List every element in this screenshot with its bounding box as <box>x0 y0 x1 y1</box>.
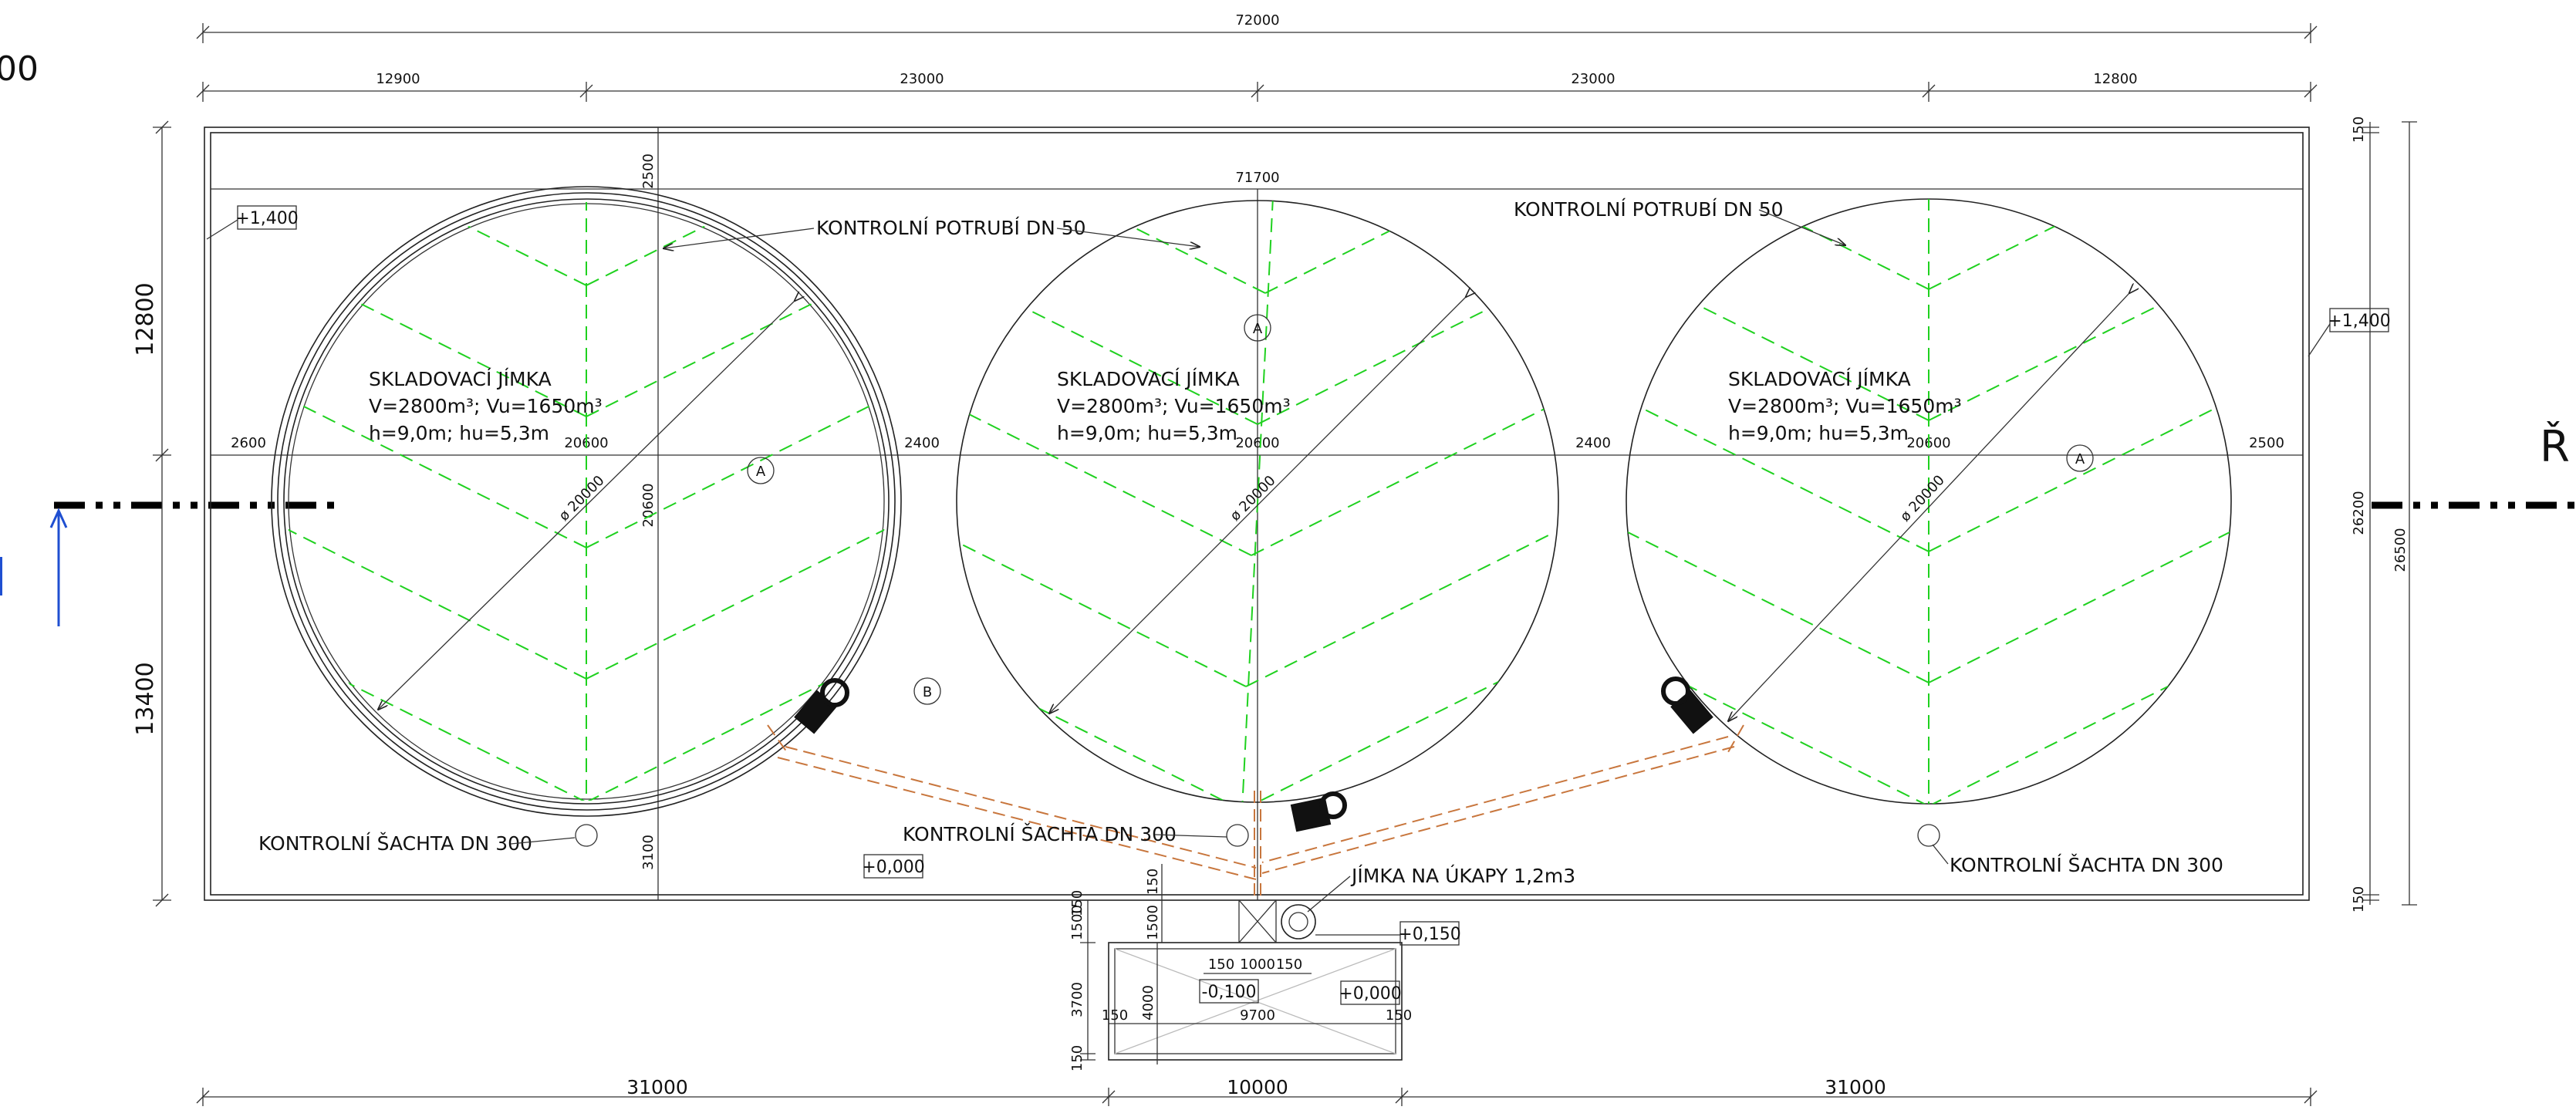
annotation-control-pipe-1: KONTROLNÍ POTRUBÍ DN 50 <box>816 217 1086 239</box>
annotation-control-pipe-2: KONTROLNÍ POTRUBÍ DN 50 <box>1514 198 1784 221</box>
level-marker-middle: +0,000 <box>862 854 925 879</box>
dim-right-mid: 26200 <box>2351 491 2367 535</box>
dim-row-left: 2600 <box>231 435 266 451</box>
level-left-text: +1,400 <box>235 209 298 228</box>
drain-pipes <box>767 724 1744 899</box>
dim-left-upper: 12800 <box>132 282 159 356</box>
dim-right-total: 26500 <box>2392 528 2409 572</box>
dim-overall-top: 72000 <box>196 12 2318 43</box>
sump-dim-inner-side-2: 150 <box>1386 1007 1412 1024</box>
tank-1-height: h=9,0m; hu=5,3m <box>369 422 549 444</box>
tank-2-height: h=9,0m; hu=5,3m <box>1057 422 1237 444</box>
dim-row-d2: 20600 <box>1235 435 1279 451</box>
dim-overall-top-text: 72000 <box>1235 12 1279 29</box>
annotation-drip-sump: JÍMKA NA ÚKAPY 1,2m3 <box>1350 864 1575 887</box>
level-sump-right: +0,000 <box>1339 984 1401 1004</box>
dim-top-seg-1: 12900 <box>376 71 420 87</box>
tank-2-name: SKLADOVACÍ JÍMKA <box>1057 368 1240 390</box>
storage-tank-1: ø 20000 SKLADOVACÍ JÍMKA V=2800m³; Vu=16… <box>271 186 902 847</box>
tank-3-floor-slope-hatch <box>1626 199 2231 804</box>
dim-row-right: 2500 <box>2249 435 2284 451</box>
storage-tank-3: ø 20000 SKLADOVACÍ JÍMKA V=2800m³; Vu=16… <box>1626 198 2232 847</box>
level-marker-left: +1,400 <box>206 205 299 240</box>
tank-3-height: h=9,0m; hu=5,3m <box>1728 422 1909 444</box>
sump-dim-left-2: 1500 <box>1069 905 1085 940</box>
sump-dim-inner-2: 1000 <box>1240 956 1275 973</box>
level-sump-floor: -0,100 <box>1202 983 1257 1002</box>
tank-3-diameter: ø 20000 <box>1897 472 1948 525</box>
level-right-text: +1,400 <box>2328 312 2390 331</box>
sump-dim-inner-side-1: 150 <box>1102 1007 1128 1024</box>
level-middle-text: +0,000 <box>862 858 924 877</box>
annotation-control-shaft-3: KONTROLNÍ ŠACHTA DN 300 <box>1950 853 2223 876</box>
tank-1-axis-mark: A <box>756 464 766 480</box>
level-marker-right: +1,400 <box>2308 308 2391 357</box>
tank-2-floor-slope-hatch <box>957 201 1558 802</box>
dim-wall-top: 2500 <box>640 154 657 189</box>
dim-wall-bottom: 3100 <box>640 835 657 870</box>
dim-right-bottom: 150 <box>2351 886 2367 913</box>
dim-bottom-3: 31000 <box>1825 1076 1886 1098</box>
sump-dim-top-1: 150 <box>1145 869 1161 895</box>
dim-row-gap2: 2400 <box>1575 435 1611 451</box>
dim-left-vertical: 12800 13400 <box>132 120 171 907</box>
dim-right-top: 150 <box>2351 116 2367 143</box>
sump-dim-top-2: 1500 <box>1145 905 1161 940</box>
dim-row-gap1: 2400 <box>904 435 940 451</box>
storage-tank-2: ø 20000 SKLADOVACÍ JÍMKA V=2800m³; Vu=16… <box>956 200 1559 847</box>
pump-equipment <box>794 676 1713 832</box>
dim-right-vertical: 150 26200 26500 150 <box>2351 116 2417 913</box>
dim-top-seg-3: 23000 <box>1571 71 1615 87</box>
annotation-control-shaft-1: KONTROLNÍ ŠACHTA DN 300 <box>258 832 532 855</box>
mark-b: B <box>923 684 932 700</box>
dim-inner-width: 71700 <box>1235 170 1279 186</box>
mark-b-circle <box>913 677 941 705</box>
sump-dim-inner-3: 150 <box>1276 956 1302 973</box>
sump-dim-inner-1: 150 <box>1208 956 1234 973</box>
dim-left-lower: 13400 <box>132 662 159 735</box>
dim-bottom-2: 10000 <box>1227 1076 1288 1098</box>
tank-2-axis-mark: A <box>1253 321 1263 337</box>
drip-sump-annex: 150 1500 3700 150 4000 150 1500 150 1000… <box>1069 864 1461 1071</box>
annotation-control-shaft-2: KONTROLNÍ ŠACHTA DN 300 <box>903 822 1177 845</box>
tank-2-volume: V=2800m³; Vu=1650m³ <box>1057 395 1291 417</box>
tank-1-name: SKLADOVACÍ JÍMKA <box>369 368 552 390</box>
dim-top-segments: 12900 23000 23000 12800 <box>196 71 2318 102</box>
tank-3-volume: V=2800m³; Vu=1650m³ <box>1728 395 1962 417</box>
edge-fragment-top-left: 00 <box>0 49 39 89</box>
dim-bottom: 31000 10000 31000 <box>196 1076 2318 1106</box>
dim-top-seg-4: 12800 <box>2093 71 2137 87</box>
level-sump-top: +0,150 <box>1398 925 1460 944</box>
sump-dim-inner-width: 9700 <box>1240 1007 1275 1024</box>
sump-dim-left-3: 3700 <box>1069 982 1085 1017</box>
dim-top-seg-2: 23000 <box>900 71 944 87</box>
tank-3-name: SKLADOVACÍ JÍMKA <box>1728 368 1911 390</box>
dim-tank1-vertical: 20600 <box>640 483 657 527</box>
sump-dim-mid: 4000 <box>1140 985 1156 1021</box>
tank-1-volume: V=2800m³; Vu=1650m³ <box>369 395 603 417</box>
edge-fragment-right: Ř <box>2540 422 2570 472</box>
tank-3-axis-mark: A <box>2075 451 2085 467</box>
tank-2-diameter: ø 20000 <box>1227 473 1279 525</box>
sump-dim-left-4: 150 <box>1069 1045 1085 1071</box>
sump-dim-left-1: 150 <box>1069 890 1085 916</box>
dim-bottom-1: 31000 <box>626 1076 688 1098</box>
tank-1-diameter: ø 20000 <box>556 473 608 525</box>
